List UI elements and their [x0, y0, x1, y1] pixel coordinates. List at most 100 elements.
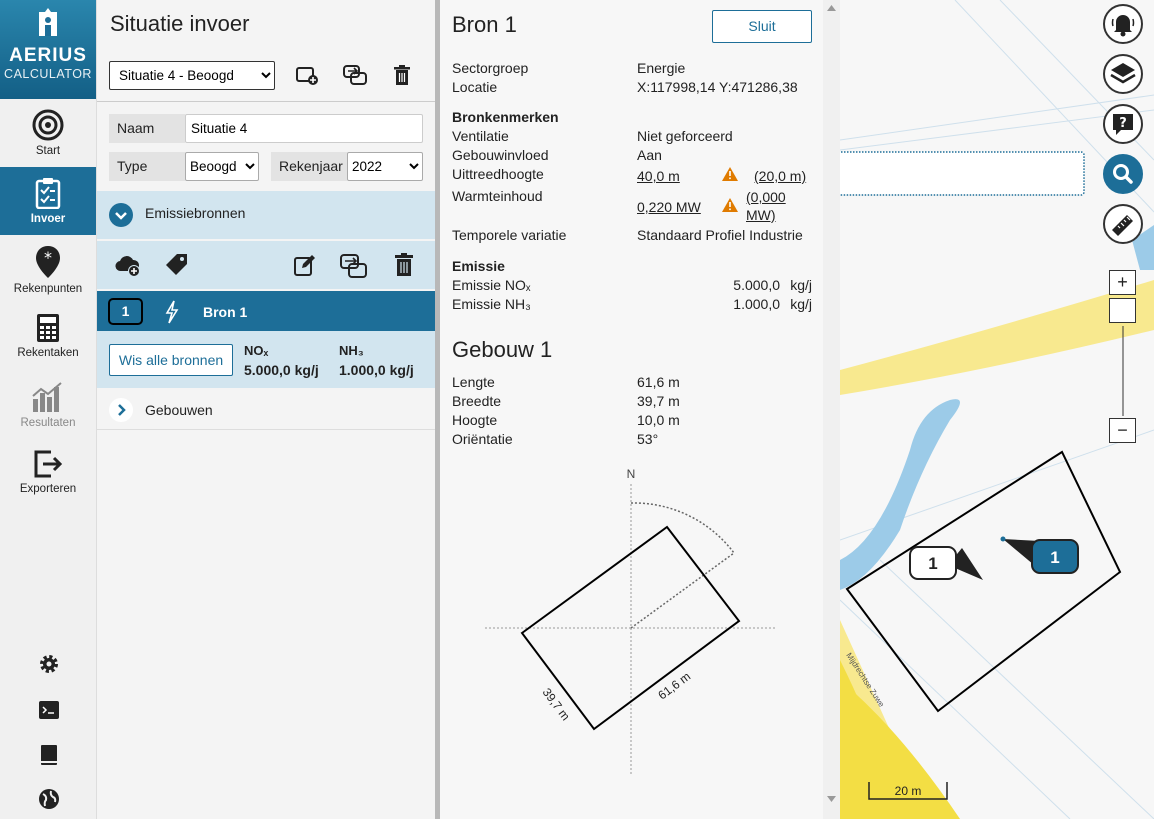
- ventilatie-label: Ventilatie: [452, 128, 509, 144]
- lightning-icon: [165, 300, 179, 324]
- nav-exporteren[interactable]: Exporteren: [0, 439, 96, 507]
- detail-scrollbar[interactable]: [823, 0, 840, 819]
- tag-icon[interactable]: [165, 252, 189, 276]
- uittreedhoogte-note[interactable]: (20,0 m): [754, 168, 807, 184]
- logo: AERIUS CALCULATOR: [0, 0, 96, 99]
- source-label-box-selected[interactable]: [1031, 539, 1079, 574]
- calculator-icon: [37, 314, 59, 342]
- temporele-label: Temporele variatie: [452, 227, 567, 243]
- nav-invoer[interactable]: Invoer: [0, 167, 96, 235]
- layers-button[interactable]: [1103, 54, 1143, 94]
- source-toolbar: [97, 241, 435, 289]
- cloud-add-icon[interactable]: [114, 253, 142, 277]
- orientation-arc: [630, 502, 735, 554]
- search-button[interactable]: [1103, 154, 1143, 194]
- emissie-nh3-unit: kg/j: [790, 296, 812, 312]
- map-pin-icon: *: [36, 246, 60, 278]
- measure-button[interactable]: [1103, 204, 1143, 244]
- orientatie-label: Oriëntatie: [452, 431, 513, 447]
- uittreedhoogte-label: Uittreedhoogte: [452, 166, 544, 182]
- help-button[interactable]: ?: [1103, 104, 1143, 144]
- hoogte-label: Hoogte: [452, 412, 498, 428]
- zoom-slider-handle[interactable]: [1109, 298, 1136, 323]
- zoom-out-button[interactable]: −: [1109, 418, 1136, 443]
- gebouwen-section[interactable]: Gebouwen: [97, 390, 435, 430]
- nav-rekentaken[interactable]: Rekentaken: [0, 303, 96, 371]
- orientatie-value: 53°: [637, 431, 659, 447]
- clipboard-icon: [35, 178, 61, 209]
- copy-source-icon[interactable]: [340, 253, 368, 279]
- emissiebronnen-label: Emissiebronnen: [145, 205, 246, 221]
- copy-situation-icon[interactable]: [343, 64, 367, 86]
- layers-icon: [1110, 63, 1136, 84]
- rekenjaar-select[interactable]: 2022: [347, 152, 423, 181]
- map-view[interactable]: 1 1 Mijdrechtse Zuwe 20 m ? +: [840, 0, 1154, 819]
- emissie-heading: Emissie: [452, 258, 505, 274]
- breedte-value: 39,7 m: [637, 393, 680, 409]
- nav-start[interactable]: Start: [0, 99, 96, 167]
- source-label-left: 1: [928, 554, 937, 573]
- sectorgroep-label: Sectorgroep: [452, 60, 529, 76]
- add-situation-icon[interactable]: [296, 65, 318, 85]
- delete-source-icon[interactable]: [395, 253, 413, 276]
- situation-select[interactable]: Situatie 4 - Beoogd: [109, 61, 275, 90]
- temporele-value: Standaard Profiel Industrie: [637, 227, 803, 243]
- warmteinhoud-note-line2[interactable]: MW): [746, 207, 776, 223]
- nav-console[interactable]: [0, 700, 97, 725]
- warmteinhoud-value[interactable]: 0,220 MW: [637, 199, 701, 215]
- warning-icon: [722, 198, 738, 212]
- nav-language[interactable]: [0, 788, 97, 815]
- nav-resultaten-label: Resultaten: [20, 417, 76, 429]
- scroll-down-icon[interactable]: [827, 796, 836, 802]
- road: [840, 280, 1154, 395]
- sectorgroep-value: Energie: [637, 60, 686, 76]
- road: [840, 680, 960, 819]
- map-building[interactable]: [845, 450, 1122, 713]
- delete-situation-icon[interactable]: [394, 65, 410, 85]
- terminal-icon: [38, 701, 59, 719]
- chevron-down-icon[interactable]: [109, 203, 133, 227]
- nox-total: 5.000,0 kg/j: [244, 362, 319, 378]
- source-row[interactable]: 1 Bron 1: [97, 291, 435, 331]
- width-label: 39,7 m: [540, 685, 573, 723]
- search-icon: [1113, 164, 1133, 184]
- nav-manual[interactable]: [0, 744, 97, 771]
- building-orientation-diagram: N 39,7 m 61,6 m: [485, 467, 777, 775]
- type-select[interactable]: Beoogd: [185, 152, 259, 181]
- nav-rekenpunten[interactable]: * Rekenpunten: [0, 235, 96, 303]
- map-search-box[interactable]: [840, 151, 1085, 196]
- notifications-button[interactable]: [1103, 4, 1143, 44]
- panel-splitter[interactable]: [435, 0, 440, 819]
- building-outline: [520, 525, 741, 731]
- scale-bar: [868, 782, 948, 800]
- uittreedhoogte-value[interactable]: 40,0 m: [637, 168, 680, 184]
- gebouwinvloed-label: Gebouwinvloed: [452, 147, 549, 163]
- zoom-in-button[interactable]: +: [1109, 270, 1136, 295]
- source-number-badge: 1: [108, 298, 143, 325]
- scroll-up-icon[interactable]: [827, 5, 836, 11]
- close-button[interactable]: Sluit: [712, 10, 812, 43]
- source-location-dot[interactable]: [1000, 536, 1006, 542]
- gebouwinvloed-value: Aan: [637, 147, 662, 163]
- map-canvas[interactable]: 1 1 Mijdrechtse Zuwe 20 m: [840, 0, 1154, 819]
- hoogte-value: 10,0 m: [637, 412, 680, 428]
- gebouw-title: Gebouw 1: [452, 337, 553, 362]
- naam-input[interactable]: [185, 114, 423, 143]
- nav-resultaten[interactable]: Resultaten: [0, 371, 96, 439]
- warmteinhoud-note-line1[interactable]: (0,000: [746, 189, 786, 205]
- emissiebronnen-section[interactable]: Emissiebronnen: [97, 191, 435, 239]
- emissie-nox-value: 5.000,0: [733, 277, 780, 293]
- svg-text:?: ?: [1119, 116, 1127, 131]
- chevron-right-icon[interactable]: [109, 398, 133, 422]
- source-label-box[interactable]: [909, 546, 957, 580]
- emissie-nh3-label: Emissie NH₃: [452, 296, 531, 312]
- locatie-value: X:117998,14 Y:471286,38: [637, 79, 798, 95]
- nav-settings[interactable]: [0, 652, 97, 681]
- edit-icon[interactable]: [293, 253, 317, 277]
- nav-rekentaken-label: Rekentaken: [17, 347, 79, 359]
- length-label: 61,6 m: [655, 669, 693, 702]
- type-label: Type: [109, 152, 185, 181]
- nav-start-label: Start: [35, 145, 61, 157]
- clear-all-sources-button[interactable]: Wis alle bronnen: [109, 344, 233, 376]
